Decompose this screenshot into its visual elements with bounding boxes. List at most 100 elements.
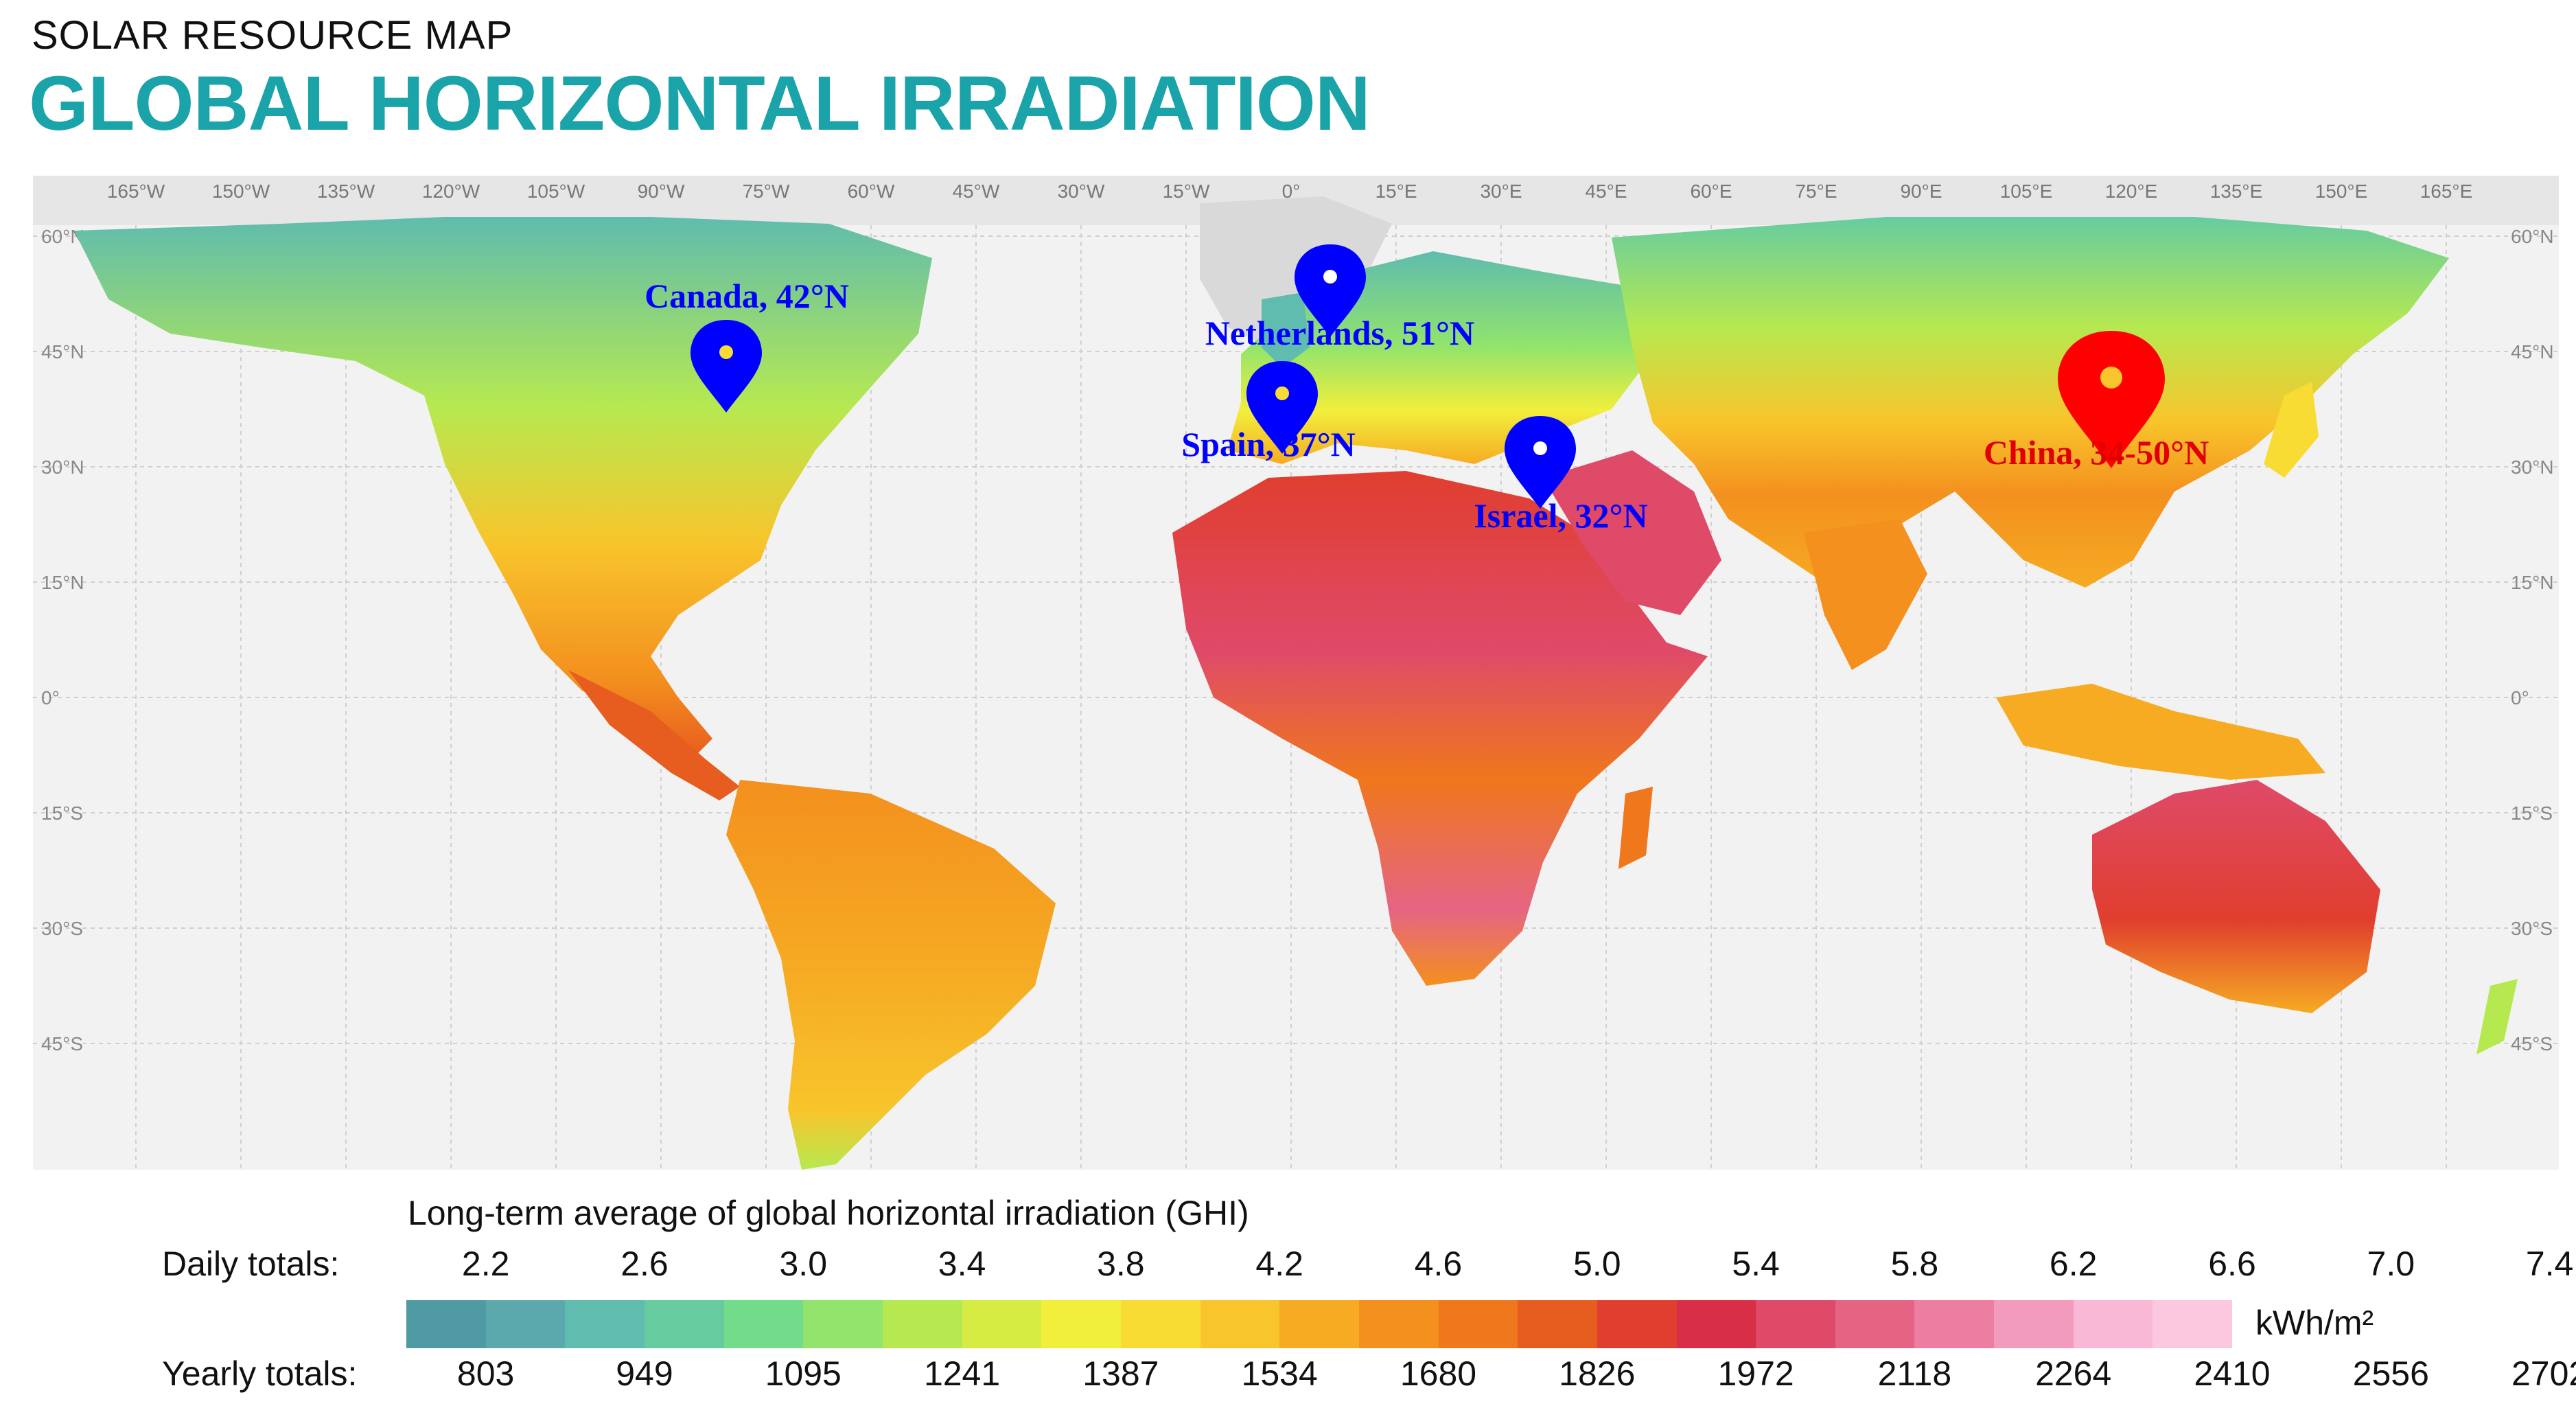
daily-tick-label: 6.6 — [2208, 1245, 2256, 1283]
marker-label-netherlands: Netherlands, 51°N — [1205, 314, 1474, 352]
map-pin-icon — [691, 320, 762, 413]
longitude-label: 120°E — [2105, 181, 2158, 202]
legend-swatch — [882, 1300, 962, 1348]
uk-landmass — [1262, 292, 1310, 368]
legend-swatch — [1676, 1300, 1756, 1348]
longitude-label: 75°E — [1795, 181, 1837, 202]
latitude-label: 45°N — [41, 341, 84, 362]
yearly-tick-label: 2264 — [2035, 1354, 2112, 1393]
longitude-label: 90°E — [1900, 181, 1942, 202]
marker-canada[interactable]: Canada, 42°N — [645, 277, 849, 413]
legend-swatch — [1756, 1300, 1835, 1348]
legend-swatch — [1518, 1300, 1597, 1348]
marker-label-china: China, 34-50°N — [1984, 433, 2209, 472]
daily-tick-label: 4.6 — [1414, 1245, 1463, 1283]
yearly-tick-label: 1826 — [1559, 1354, 1636, 1393]
legend-swatch — [1120, 1300, 1200, 1348]
latitude-label: 15°S — [2511, 802, 2553, 824]
legend-swatch — [2153, 1300, 2233, 1348]
south-america-landmass — [726, 780, 1056, 1170]
longitude-label: 165°W — [107, 181, 165, 202]
daily-tick-label: 7.0 — [2367, 1245, 2415, 1283]
latitude-label: 30°N — [2511, 457, 2554, 478]
latitude-label: 60°N — [2511, 226, 2554, 247]
longitude-label: 30°W — [1058, 181, 1105, 202]
yearly-tick-label: 2556 — [2352, 1354, 2429, 1393]
marker-spain[interactable]: Spain, 37°N — [1181, 361, 1356, 463]
yearly-tick-label: 1095 — [765, 1354, 842, 1393]
longitude-label: 45°E — [1585, 181, 1627, 202]
latitude-label: 30°S — [41, 918, 83, 939]
legend-swatch — [1835, 1300, 1915, 1348]
latitude-label: 45°S — [41, 1033, 83, 1054]
daily-tick-label: 5.0 — [1573, 1245, 1621, 1283]
latitude-label: 45°N — [2511, 341, 2554, 362]
daily-tick-label: 2.2 — [461, 1245, 510, 1283]
longitude-label: 135°W — [317, 181, 375, 202]
daily-tick-label: 3.0 — [779, 1245, 828, 1283]
longitude-label: 135°E — [2210, 181, 2263, 202]
yearly-tick-label: 1241 — [923, 1354, 1001, 1393]
legend-swatch — [803, 1300, 883, 1348]
legend-swatch — [406, 1300, 486, 1348]
longitude-label: 15°W — [1163, 181, 1210, 202]
daily-tick-label: 4.2 — [1255, 1245, 1303, 1283]
map-pin-icon — [1246, 361, 1318, 454]
legend-swatch — [1914, 1300, 1995, 1348]
latitude-label: 0° — [41, 687, 60, 708]
longitude-label: 90°W — [638, 181, 685, 202]
longitude-label: 60°W — [848, 181, 895, 202]
yearly-tick-label: 1534 — [1241, 1354, 1318, 1393]
longitude-label: 75°W — [743, 181, 790, 202]
longitude-label: 15°E — [1375, 181, 1417, 202]
daily-tick-label: 3.8 — [1097, 1245, 1145, 1283]
marker-label-israel: Israel, 32°N — [1474, 496, 1647, 535]
map-pin-icon — [2058, 331, 2165, 468]
pin-dot — [719, 345, 733, 359]
legend-swatch — [1597, 1300, 1677, 1348]
legend-swatch — [1200, 1300, 1280, 1348]
yearly-tick-label: 1387 — [1082, 1354, 1159, 1393]
marker-china[interactable]: China, 34-50°N — [1984, 331, 2209, 472]
southeast-asia-islands — [1996, 684, 2325, 780]
africa-landmass — [1172, 471, 1708, 986]
legend-swatch — [1994, 1300, 2074, 1348]
daily-tick-label: 6.2 — [2049, 1245, 2098, 1283]
longitude-label: 105°W — [527, 181, 585, 202]
legend-swatch — [485, 1300, 566, 1348]
legend-swatch — [565, 1300, 645, 1348]
latitude-label: 45°S — [2511, 1033, 2553, 1054]
daily-tick-label: 7.4 — [2525, 1245, 2574, 1283]
latitude-labels: 60°N 60°N 45°N 45°N 30°N 30°N 15°N 15°N 0° 0° 15°S… — [41, 226, 2554, 1054]
new-zealand-landmass — [2476, 979, 2518, 1054]
pin-dot — [2100, 367, 2122, 389]
latitude-label: 60°N — [41, 226, 84, 247]
longitude-label: 120°W — [422, 181, 480, 202]
map-title: GLOBAL HORIZONTAL IRRADIATION — [29, 60, 1371, 146]
daily-tick-label: 2.6 — [620, 1245, 669, 1283]
longitude-label: 150°W — [212, 181, 270, 202]
legend-swatch — [723, 1300, 804, 1348]
pin-dot — [1323, 270, 1337, 284]
daily-tick-label: 3.4 — [938, 1245, 986, 1283]
longitude-label: 150°E — [2315, 181, 2368, 202]
legend-unit: kWh/m² — [2255, 1304, 2374, 1342]
legend-swatch — [1041, 1300, 1121, 1348]
legend-swatch — [1279, 1300, 1359, 1348]
arabia-landmass — [1543, 450, 1721, 615]
legend-title: Long-term average of global horizontal i… — [408, 1194, 1249, 1232]
map-pin-icon — [1295, 244, 1366, 337]
latitude-label: 15°N — [41, 572, 84, 593]
map-pin-icon — [1505, 416, 1576, 509]
yearly-tick-label: 949 — [616, 1354, 673, 1393]
latitude-label: 30°N — [41, 457, 84, 478]
legend-swatch — [962, 1300, 1042, 1348]
india-landmass — [1804, 519, 1927, 670]
legend-swatch — [644, 1300, 724, 1348]
marker-israel[interactable]: Israel, 32°N — [1474, 416, 1648, 535]
marker-label-canada: Canada, 42°N — [645, 277, 849, 315]
marker-netherlands[interactable]: Netherlands, 51°N — [1205, 244, 1474, 352]
legend-swatch — [2073, 1300, 2153, 1348]
australia-landmass — [2092, 780, 2380, 1013]
yearly-tick-label: 2118 — [1877, 1354, 1952, 1393]
